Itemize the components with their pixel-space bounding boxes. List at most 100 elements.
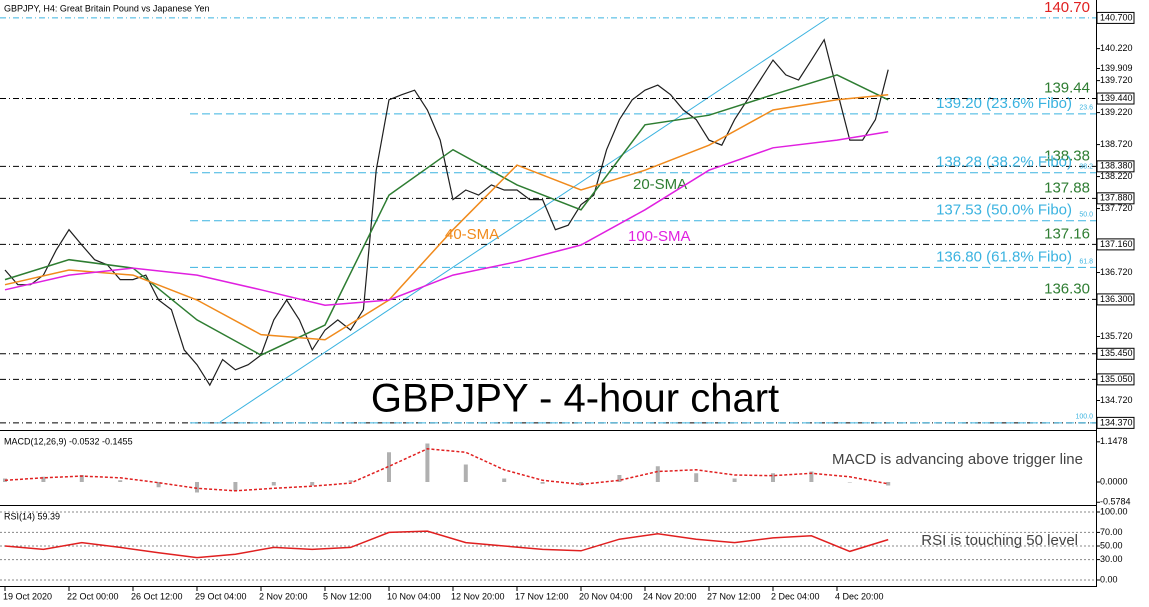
y-tick-label: 139.220: [1100, 107, 1133, 117]
macd-bar: [502, 478, 507, 482]
macd-bar: [617, 475, 622, 482]
series-line: [4, 38, 889, 387]
fibo-label: 139.20 (23.6% Fibo): [936, 95, 1072, 112]
tick-box: [1096, 11, 1135, 24]
macd-bar: [310, 482, 315, 486]
series-line: [4, 448, 889, 492]
y-tick-label: 0.0000: [1100, 476, 1128, 486]
x-tick-label: 20 Nov 04:00: [579, 591, 633, 601]
level-label: 138.38: [1044, 147, 1090, 164]
level-label: 136.30: [1044, 280, 1090, 297]
sma-label: 20-SMA: [633, 176, 687, 193]
sma-line: [4, 74, 889, 356]
y-tick-label: 139.720: [1100, 75, 1133, 85]
macd-annotation: MACD is advancing above trigger line: [832, 451, 1083, 468]
x-tick-label: 4 Dec 20:00: [835, 591, 884, 601]
tick-box: [1096, 92, 1135, 105]
level-label: 140.70: [1044, 0, 1090, 16]
y-tick-label: 135.450: [1100, 348, 1133, 358]
y-tick-label: 70.00: [1100, 527, 1123, 537]
x-tick-label: 5 Nov 12:00: [323, 591, 372, 601]
macd-bar: [387, 452, 391, 482]
macd-bar: [463, 464, 468, 482]
macd-bar: [425, 443, 430, 482]
fibo-ratio: 61.8: [1079, 258, 1093, 265]
y-tick-label: 137.160: [1100, 239, 1133, 249]
tick-box: [1096, 347, 1135, 360]
macd-bar: [348, 480, 353, 482]
x-tick-label: 2 Dec 04:00: [771, 591, 820, 601]
y-tick-label: 137.880: [1100, 193, 1133, 203]
level-label: 139.44: [1044, 79, 1090, 96]
macd-bar: [41, 476, 46, 482]
macd-bar: [156, 482, 161, 488]
series-line: [4, 530, 889, 559]
macd-bar: [655, 466, 660, 482]
fibo-ratio: 100.0: [1075, 414, 1093, 421]
sma-label: 40-SMA: [445, 226, 499, 243]
sma-label: 100-SMA: [628, 228, 691, 245]
y-tick-label: 138.720: [1100, 139, 1133, 149]
macd-bar: [233, 482, 238, 491]
x-tick-label: 19 Oct 2020: [3, 591, 52, 601]
y-tick-label: 1.1478: [1100, 436, 1128, 446]
x-tick-label: 2 Nov 20:00: [259, 591, 308, 601]
level-label: 137.88: [1044, 179, 1090, 196]
x-tick-label: 24 Nov 20:00: [643, 591, 697, 601]
x-tick-label: 27 Nov 12:00: [707, 591, 761, 601]
sma-line: [4, 93, 889, 341]
fibo-ratio: 38.2: [1079, 164, 1093, 171]
fibo-label: 137.53 (50.0% Fibo): [936, 202, 1072, 219]
y-tick-label: 138.380: [1100, 161, 1133, 171]
fibo-label: 136.80 (61.8% Fibo): [936, 248, 1072, 265]
macd-bar: [118, 480, 123, 482]
y-tick-label: 140.220: [1100, 43, 1133, 53]
x-tick-label: 22 Oct 00:00: [67, 591, 119, 601]
y-tick-label: 50.00: [1100, 540, 1123, 550]
tick-box: [1096, 192, 1135, 205]
y-tick-label: 134.370: [1100, 417, 1133, 427]
trend-line: [219, 17, 829, 423]
fibo-label: 138.28 (38.2% Fibo): [936, 154, 1072, 171]
macd-bar: [732, 478, 737, 482]
y-tick-label: 139.909: [1100, 63, 1133, 73]
macd-bar: [540, 482, 545, 484]
chart-heading: GBPJPY - 4-hour chart: [371, 377, 779, 421]
macd-bar: [79, 475, 84, 482]
y-tick-label: 100.00: [1100, 506, 1128, 516]
tick-box: [1096, 373, 1135, 386]
x-tick-label: 26 Oct 12:00: [131, 591, 183, 601]
macd-bar: [886, 482, 891, 486]
x-tick-label: 12 Nov 20:00: [451, 591, 505, 601]
macd-bar: [271, 482, 276, 486]
fibo-ratio: 50.0: [1079, 212, 1093, 219]
y-tick-label: 137.720: [1100, 203, 1133, 213]
rsi-title: RSI(14) 59.39: [4, 511, 60, 521]
y-tick-label: -0.5784: [1100, 497, 1131, 507]
x-tick-label: 10 Nov 04:00: [387, 591, 441, 601]
macd-bar: [809, 471, 814, 482]
chart-title: GBPJPY, H4: Great Britain Pound vs Japan…: [4, 3, 209, 13]
y-tick-label: 136.300: [1100, 294, 1133, 304]
y-tick-label: 139.440: [1100, 93, 1133, 103]
tick-box: [1096, 160, 1135, 173]
y-tick-label: 135.720: [1100, 331, 1133, 341]
sma-line: [4, 131, 889, 306]
macd-bar: [847, 482, 852, 483]
level-label: 137.16: [1044, 225, 1090, 242]
macd-title: MACD(12,26,9) -0.0532 -0.1455: [4, 436, 133, 446]
y-tick-label: 134.720: [1100, 395, 1133, 405]
tick-box: [1096, 416, 1135, 429]
y-tick-label: 138.220: [1100, 171, 1133, 181]
y-tick-label: 135.050: [1100, 374, 1133, 384]
y-tick-label: 140.700: [1100, 12, 1133, 22]
macd-bar: [694, 473, 699, 482]
tick-box: [1096, 293, 1135, 306]
x-tick-label: 29 Oct 04:00: [195, 591, 247, 601]
y-tick-label: 136.720: [1100, 267, 1133, 277]
macd-bar: [771, 473, 775, 482]
rsi-annotation: RSI is touching 50 level: [921, 532, 1078, 549]
x-tick-label: 17 Nov 12:00: [515, 591, 569, 601]
